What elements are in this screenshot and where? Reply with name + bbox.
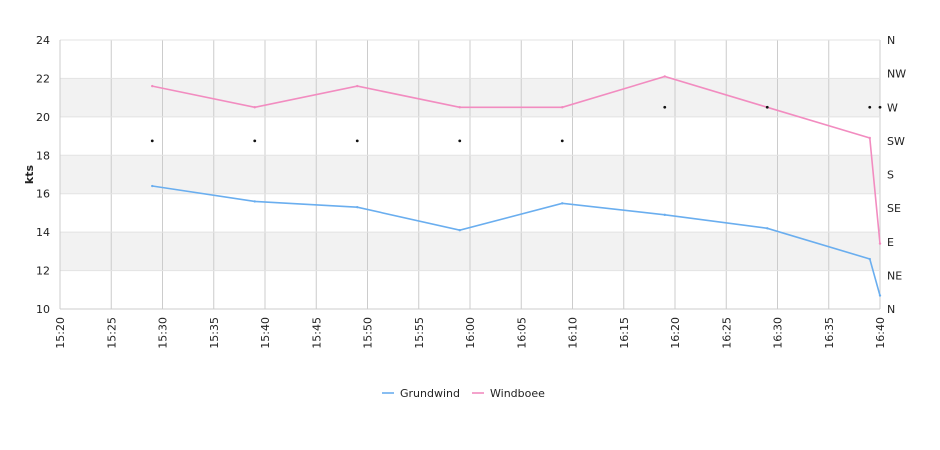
direction-point bbox=[878, 105, 882, 109]
x-tick-label: 16:40 bbox=[874, 317, 887, 349]
y-tick-label: 20 bbox=[36, 111, 50, 124]
x-tick-label: 16:10 bbox=[567, 317, 580, 349]
series-point-grundwind bbox=[458, 229, 461, 232]
x-tick-label: 16:15 bbox=[618, 317, 631, 349]
right-axis-label: W bbox=[887, 101, 898, 114]
right-axis-label: NW bbox=[887, 68, 906, 81]
legend: Grundwind Windboee bbox=[382, 387, 545, 400]
series-point-grundwind bbox=[151, 184, 154, 188]
x-tick-label: 15:55 bbox=[413, 317, 426, 349]
y-tick-label: 24 bbox=[36, 34, 50, 47]
x-tick-label: 16:35 bbox=[823, 317, 836, 349]
series-point-windboee bbox=[561, 106, 564, 109]
series-point-windboee bbox=[253, 106, 256, 109]
x-tick-label: 16:25 bbox=[720, 317, 733, 349]
y-tick-label: 18 bbox=[36, 149, 50, 162]
series-point-grundwind bbox=[766, 227, 769, 230]
y-axis-label: kts bbox=[23, 164, 36, 184]
right-axis-label: N bbox=[887, 303, 895, 316]
series-point-grundwind bbox=[561, 202, 564, 205]
right-axis-label: E bbox=[887, 236, 894, 249]
series-point-windboee bbox=[356, 84, 359, 88]
x-tick-label: 15:20 bbox=[54, 317, 67, 349]
series-point-grundwind bbox=[878, 294, 882, 297]
direction-point bbox=[765, 105, 769, 109]
y-tick-label: 12 bbox=[36, 265, 50, 278]
x-tick-label: 16:20 bbox=[669, 317, 682, 349]
series-point-windboee bbox=[151, 84, 154, 88]
x-tick-label: 16:30 bbox=[772, 317, 785, 349]
series-point-windboee bbox=[868, 136, 871, 140]
x-tick-label: 15:25 bbox=[105, 317, 118, 349]
direction-point bbox=[253, 139, 257, 143]
x-tick-label: 15:30 bbox=[157, 317, 170, 349]
x-tick-label: 15:35 bbox=[208, 317, 221, 349]
legend-label-windboee: Windboee bbox=[490, 387, 545, 400]
series-point-grundwind bbox=[868, 257, 871, 261]
x-tick-label: 15:50 bbox=[362, 317, 375, 349]
direction-point bbox=[355, 139, 359, 143]
series-point-windboee bbox=[878, 242, 882, 245]
right-axis-label: SE bbox=[887, 202, 901, 215]
direction-point bbox=[560, 139, 564, 143]
direction-point bbox=[458, 139, 462, 143]
right-axis-label: N bbox=[887, 34, 895, 47]
x-tick-label: 16:05 bbox=[515, 317, 528, 349]
direction-point bbox=[150, 139, 154, 143]
right-axis-label: S bbox=[887, 169, 894, 182]
series-point-grundwind bbox=[253, 200, 256, 203]
right-axis-label: NE bbox=[887, 269, 902, 282]
y-tick-label: 10 bbox=[36, 303, 50, 316]
direction-point bbox=[868, 105, 872, 109]
x-tick-label: 16:00 bbox=[464, 317, 477, 349]
y-tick-label: 16 bbox=[36, 188, 50, 201]
y-tick-label: 14 bbox=[36, 226, 50, 239]
y-tick-label: 22 bbox=[36, 72, 50, 85]
legend-label-grundwind: Grundwind bbox=[400, 387, 460, 400]
series-point-windboee bbox=[663, 75, 666, 78]
direction-point bbox=[663, 105, 667, 109]
x-tick-label: 15:45 bbox=[310, 317, 323, 349]
series-point-grundwind bbox=[663, 213, 666, 217]
series-point-windboee bbox=[458, 106, 461, 109]
x-tick-label: 15:40 bbox=[259, 317, 272, 349]
series-point-grundwind bbox=[356, 205, 359, 209]
right-axis-label: SW bbox=[887, 135, 905, 148]
